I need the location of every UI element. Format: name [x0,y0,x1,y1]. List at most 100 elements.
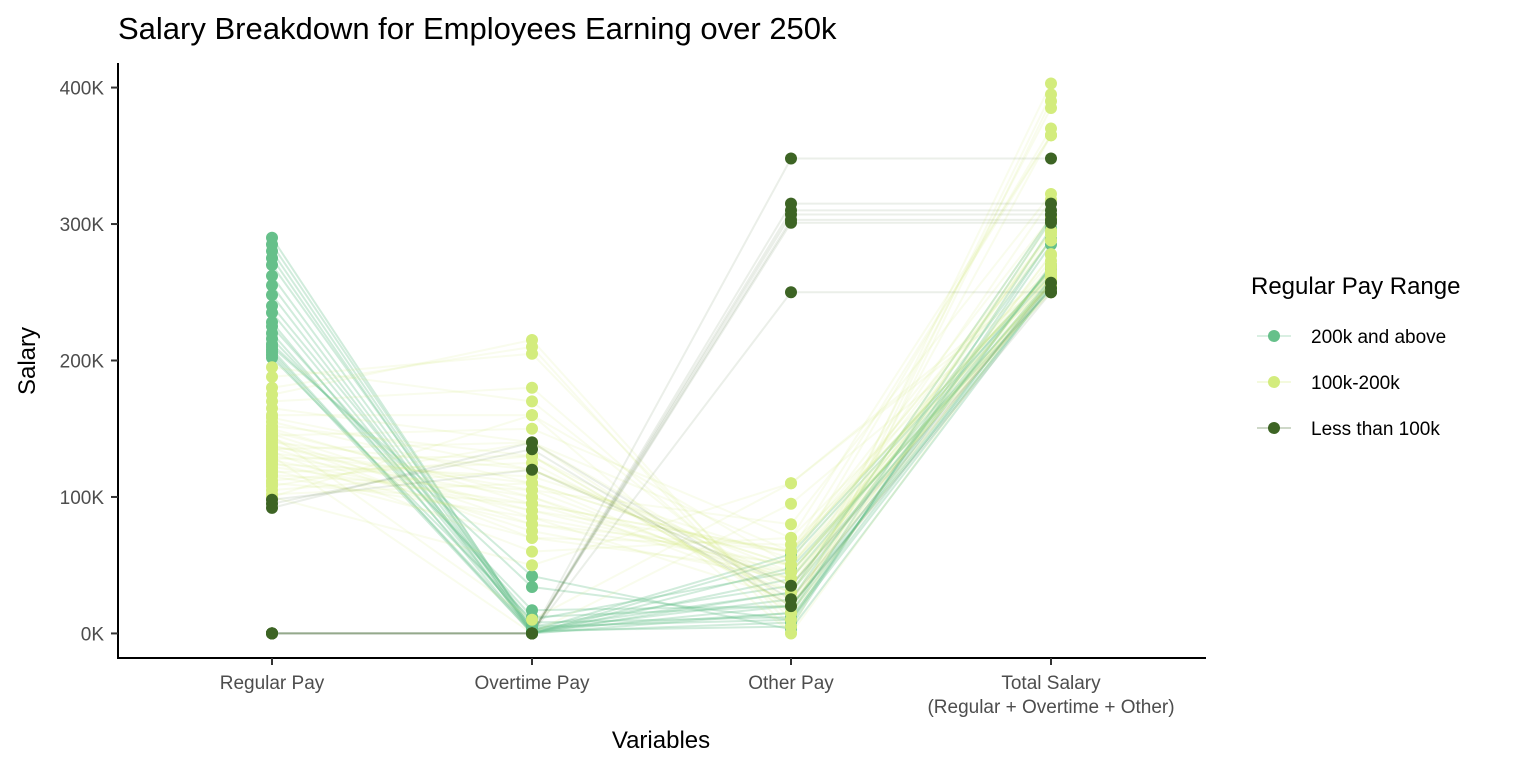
series-line-2 [271,231,1052,560]
data-point-series-3 [526,463,538,476]
data-point-series-1 [266,351,278,364]
series-line-2 [271,271,1052,621]
series-line-1 [271,277,1052,628]
series-line-2 [271,254,1052,587]
data-point-series-2 [1045,265,1057,278]
series-line-2 [271,273,1052,615]
data-point-series-1 [526,581,538,593]
series-line-3 [272,291,1051,635]
series-line-1 [271,282,1052,619]
series-line-2 [271,260,1052,567]
y-tick-label: 400K [60,79,105,100]
series-line-2 [271,273,1052,553]
legend-key-point [1268,422,1280,434]
data-point-series-1 [266,279,278,292]
y-tick-label: 0K [81,624,105,645]
series-line-2 [271,220,1052,608]
series-line-2 [271,284,1052,546]
x-tick-label: Regular Pay [220,673,325,694]
data-point-series-2 [1045,77,1057,90]
data-point-series-2 [526,559,538,572]
series-line-2 [271,216,1052,553]
series-line-3 [272,157,1051,635]
series-line-2 [271,275,1052,567]
data-point-series-2 [785,477,797,490]
series-line-1 [271,216,1052,635]
data-point-series-2 [1045,249,1057,262]
series-line-2 [271,284,1052,635]
y-tick-label: 300K [60,215,105,236]
data-point-series-3 [785,216,797,229]
series-line-2 [271,267,1052,601]
series-line-2 [271,198,1052,581]
data-point-series-2 [785,559,797,572]
data-point-series-2 [266,370,278,383]
series-line-2 [271,271,1052,553]
data-point-series-3 [526,627,538,640]
series-line-1 [271,282,1052,621]
series-line-2 [271,230,1052,587]
x-tick-label: Overtime Pay [474,673,590,694]
data-point-series-2 [526,545,538,558]
data-point-series-2 [526,497,538,510]
legend-key-point [1268,376,1280,388]
y-axis-ticks: 0K 100K 200K 300K 400K [60,79,118,645]
series-line-1 [271,277,1052,624]
series-line-2 [271,277,1052,567]
chart-title: Salary Breakdown for Employees Earning o… [118,11,837,46]
y-tick-label: 200K [60,352,105,373]
x-tick-label: (Regular + Overtime + Other) [927,697,1174,718]
series-line-2 [272,127,1052,567]
series-line-2 [271,239,1052,580]
data-point-series-2 [526,511,538,524]
series-line-1 [271,267,1052,635]
series-line-2 [271,83,1052,622]
series-line-2 [271,216,1052,594]
data-point-series-1 [266,306,278,319]
series-line-1 [271,287,1052,612]
series-line-2 [271,100,1052,636]
series-line-2 [271,275,1052,574]
series-points [266,77,1057,640]
series-line-3 [272,218,1051,635]
data-point-series-1 [266,269,278,282]
data-point-series-2 [526,395,538,408]
data-point-series-2 [1045,226,1057,239]
data-point-series-1 [266,289,278,301]
data-point-series-2 [526,334,538,346]
series-line-2 [271,253,1052,608]
series-line-2 [271,290,1052,580]
series-line-2 [271,93,1052,629]
series-line-2 [271,193,1052,526]
series-line-1 [271,288,1052,635]
series-line-2 [271,239,1052,553]
data-point-series-3 [785,286,797,299]
series-line-2 [271,277,1052,594]
series-line-1 [271,264,1052,635]
series-line-1 [271,267,1052,631]
series-line-3 [271,291,1052,608]
series-line-1 [271,269,1052,632]
data-point-series-2 [526,381,538,394]
data-point-series-3 [266,627,278,640]
series-line-1 [271,238,1052,632]
legend: Regular Pay Range 200k and above 100k-200… [1251,273,1460,440]
data-point-series-2 [526,422,538,435]
data-point-series-2 [526,531,538,544]
x-tick-label: Total Salary [1001,673,1101,694]
series-line-2 [271,282,1052,580]
data-point-series-1 [526,604,538,617]
data-point-series-3 [1045,282,1057,295]
series-line-2 [271,134,1052,553]
x-axis-title: Variables [612,727,710,754]
data-point-series-2 [1045,88,1057,101]
y-tick-label: 100K [60,488,105,509]
series-line-1 [271,284,1052,631]
data-point-series-2 [266,429,278,442]
data-point-series-3 [785,579,797,592]
legend-label: 100k-200k [1311,373,1400,394]
legend-label: 200k and above [1311,327,1446,348]
series-line-3 [272,209,1051,635]
y-axis-title: Salary [14,327,41,395]
